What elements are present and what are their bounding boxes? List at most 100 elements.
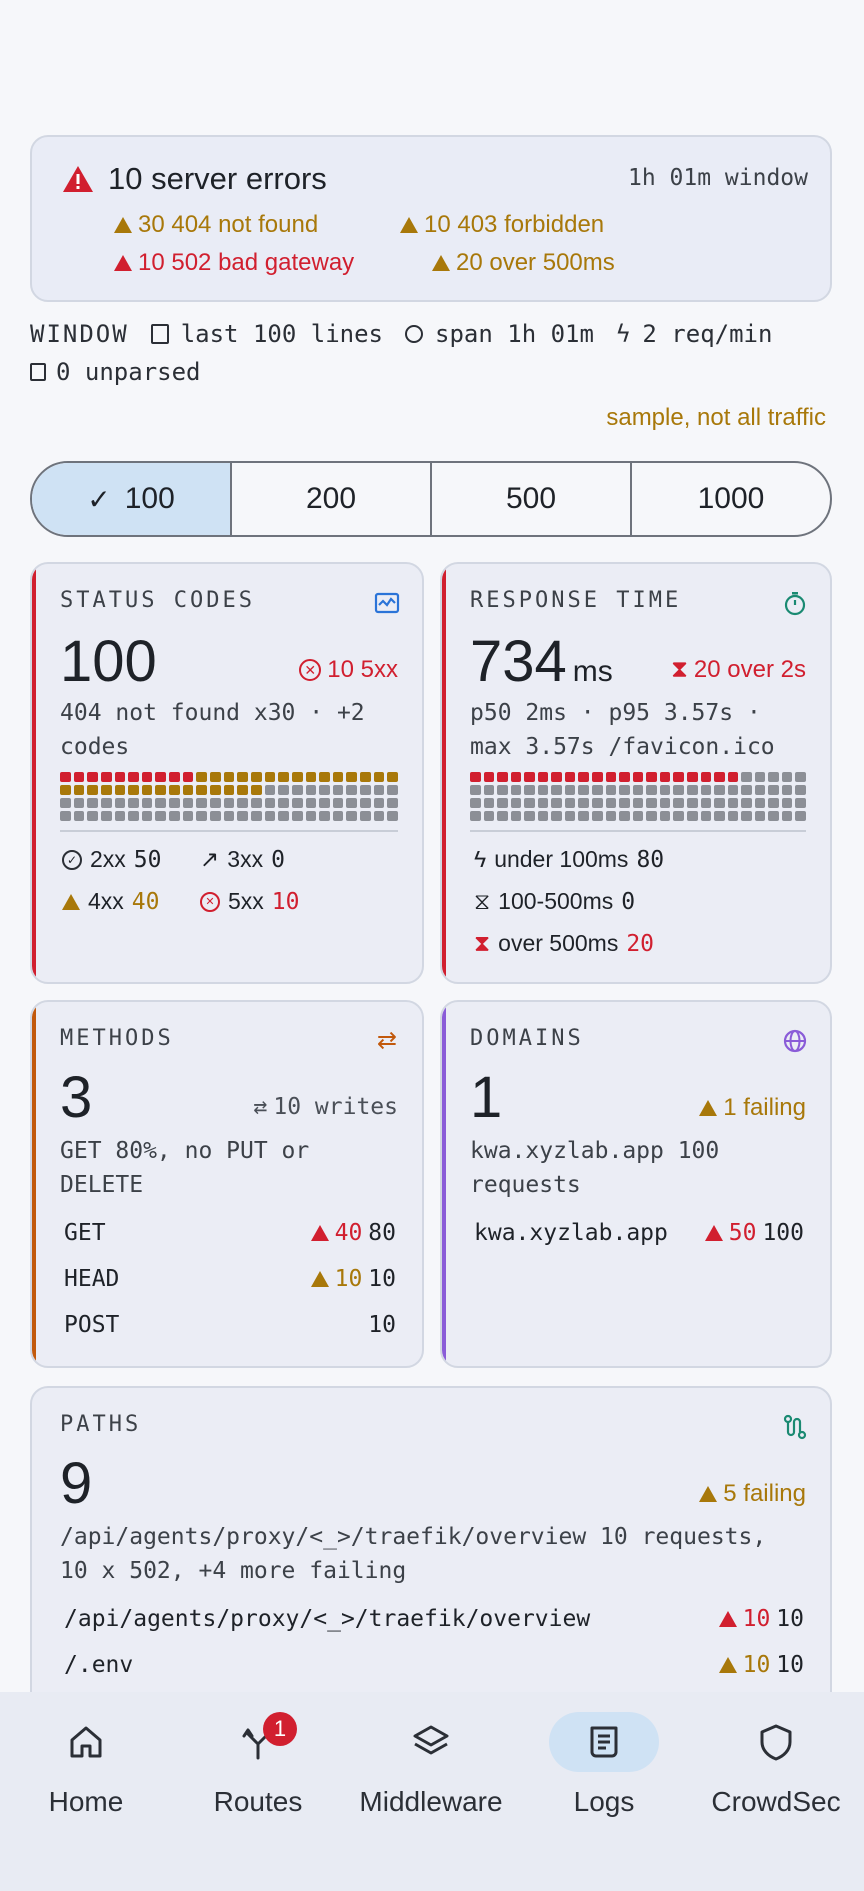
grid-cell	[346, 785, 358, 795]
grid-cell	[592, 785, 603, 795]
domain-row[interactable]: kwa.xyzlab.app 50 100	[474, 1220, 804, 1246]
grid-cell	[537, 798, 549, 808]
segment-200[interactable]: 200	[232, 463, 432, 535]
grid-cell	[360, 785, 371, 795]
grid-cell	[686, 798, 698, 808]
bolt-icon: ϟ	[615, 320, 631, 348]
method-row-post[interactable]: POST 10	[64, 1312, 396, 1338]
grid-cell	[332, 798, 344, 808]
grid-cell	[332, 785, 344, 795]
grid-cell	[768, 798, 779, 808]
grid-cell	[210, 811, 221, 821]
grid-cell	[659, 772, 671, 782]
grid-cell	[659, 785, 671, 795]
grid-cell	[781, 772, 793, 782]
grid-cell	[741, 772, 752, 782]
grid-cell	[510, 785, 522, 795]
path-row[interactable]: /.env 10 10	[64, 1652, 804, 1678]
grid-cell	[278, 811, 289, 821]
hourglass-icon: ⧗	[474, 930, 491, 956]
grid-cell	[619, 798, 630, 808]
grid-cell	[700, 811, 712, 821]
grid-cell	[714, 785, 725, 795]
grid-cell	[700, 772, 712, 782]
clock-icon	[405, 325, 423, 343]
globe-icon	[783, 1029, 807, 1053]
grid-cell	[497, 811, 508, 821]
grid-cell	[673, 798, 684, 808]
warning-icon	[699, 1486, 718, 1502]
alert-window: 1h 01m window	[627, 165, 808, 191]
grid-cell	[605, 798, 617, 808]
grid-cell	[155, 772, 167, 782]
grid-cell	[754, 798, 766, 808]
grid-cell	[605, 811, 617, 821]
grid-cell	[470, 811, 481, 821]
routes-badge: 1	[263, 1712, 297, 1746]
grid-cell	[60, 785, 71, 795]
grid-cell	[551, 798, 562, 808]
grid-cell	[673, 785, 684, 795]
status-codes-card[interactable]: STATUS CODES 100 ✕ 10 5xx 404 not found x…	[30, 562, 424, 984]
grid-cell	[564, 785, 576, 795]
nav-item-routes[interactable]: 1 Routes	[172, 1712, 344, 1818]
grid-cell	[87, 811, 98, 821]
grid-cell	[237, 798, 248, 808]
path-row[interactable]: /api/agents/proxy/<_>/traefik/overview 1…	[64, 1606, 804, 1632]
grid-cell	[264, 811, 276, 821]
segment-500[interactable]: 500	[432, 463, 632, 535]
grid-cell	[754, 811, 766, 821]
methods-card[interactable]: METHODS ⇄ 3 ⇄ 10 writes GET 80%, no PUT o…	[30, 1000, 424, 1368]
chart-icon	[374, 592, 400, 614]
response-time-card[interactable]: RESPONSE TIME 734 ms ⧗ 20 over 2s p50 2ms …	[440, 562, 832, 984]
grid-cell	[100, 811, 112, 821]
line-count-segmented[interactable]: ✓ 100 200 500 1000	[30, 461, 832, 537]
paths-badge: 5 failing	[699, 1480, 806, 1508]
nav-item-home[interactable]: Home	[0, 1712, 172, 1818]
nav-item-middleware[interactable]: Middleware	[345, 1712, 517, 1818]
segment-1000[interactable]: 1000	[697, 482, 765, 515]
nav-item-logs[interactable]: Logs	[518, 1712, 690, 1818]
stat-over-500: ⧗ over 500ms 20	[474, 930, 655, 957]
grid-cell	[470, 798, 481, 808]
alert-item-slow: 20 over 500ms	[432, 249, 615, 277]
method-row-head[interactable]: HEAD 10 10	[64, 1266, 396, 1292]
response-grid	[470, 772, 806, 821]
grid-cell	[768, 785, 779, 795]
grid-cell	[223, 772, 235, 782]
grid-cell	[387, 785, 398, 795]
grid-cell	[619, 811, 630, 821]
grid-cell	[114, 785, 126, 795]
paths-card[interactable]: PATHS 9 5 failing /api/agents/proxy/<_>/…	[30, 1386, 832, 1746]
grid-cell	[754, 785, 766, 795]
grid-cell	[497, 772, 508, 782]
card-label: RESPONSE TIME	[470, 588, 682, 613]
grid-cell	[632, 772, 644, 782]
card-label: METHODS	[60, 1026, 174, 1051]
grid-cell	[305, 811, 317, 821]
grid-cell	[360, 811, 371, 821]
grid-cell	[741, 811, 752, 821]
grid-cell	[387, 811, 398, 821]
nav-item-crowdsec[interactable]: CrowdSec	[690, 1712, 862, 1818]
grid-cell	[182, 811, 194, 821]
grid-cell	[714, 798, 725, 808]
domains-card[interactable]: DOMAINS 1 1 failing kwa.xyzlab.app 100 r…	[440, 1000, 832, 1368]
error-circle-icon: ✕	[299, 659, 322, 681]
grid-cell	[510, 798, 522, 808]
method-row-get[interactable]: GET 40 80	[64, 1220, 396, 1246]
warning-icon	[62, 893, 80, 910]
segment-100[interactable]: ✓ 100	[32, 463, 232, 535]
grid-cell	[551, 811, 562, 821]
grid-cell	[727, 772, 739, 782]
grid-cell	[564, 811, 576, 821]
grid-cell	[346, 772, 358, 782]
grid-cell	[686, 772, 698, 782]
alert-item-502: 10 502 bad gateway	[114, 249, 354, 277]
swap-arrows-icon: ⇄	[253, 1094, 268, 1120]
grid-cell	[114, 798, 126, 808]
grid-cell	[646, 785, 657, 795]
grid-cell	[768, 772, 779, 782]
status-desc: 404 not found x30 · +2 codes	[60, 700, 365, 760]
grid-cell	[768, 811, 779, 821]
